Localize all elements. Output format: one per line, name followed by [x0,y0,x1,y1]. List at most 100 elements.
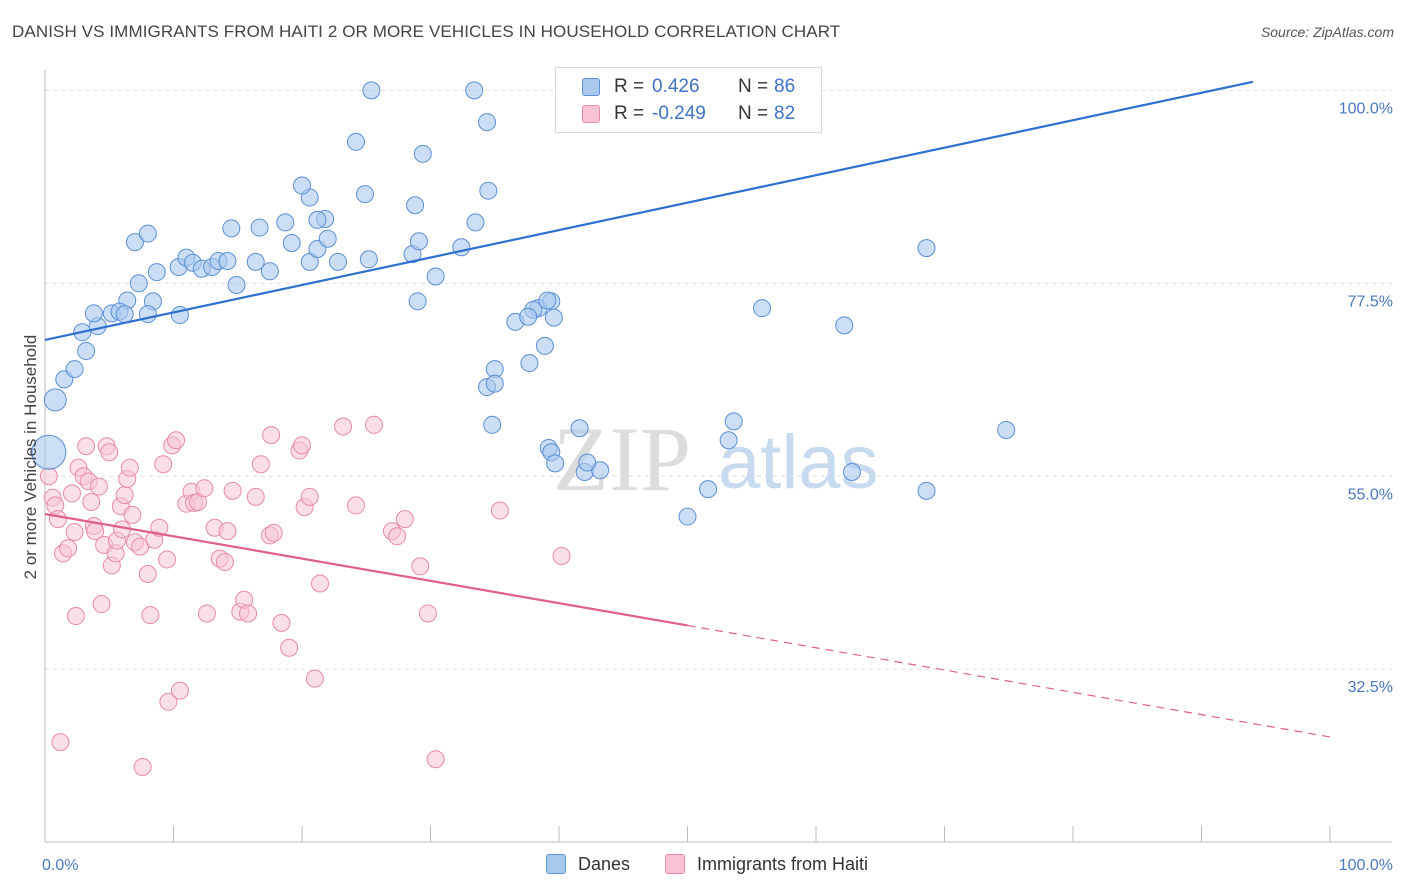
source-attribution: Source: ZipAtlas.com [1260,24,1394,40]
danes-n-label: N = [738,76,769,97]
haiti-point [82,492,101,511]
danes-point [835,316,854,335]
danes-point [483,415,502,434]
danes-point [77,342,96,361]
danes-point [753,299,772,318]
danes-point [218,252,237,271]
danes-point [84,304,103,323]
haiti-point [215,553,234,572]
haiti-points [39,415,571,776]
chart-title: DANISH VS IMMIGRANTS FROM HAITI 2 OR MOR… [12,22,841,41]
correlation-legend: R = 0.426 N = 86 R = -0.249 N = 82 [555,67,822,133]
haiti-point [418,604,437,623]
danes-point [917,239,936,258]
haiti-trend-extension [687,624,1331,738]
bottom-danes-swatch [546,854,566,874]
danes-point [227,276,246,295]
danes-point [917,481,936,500]
danes-r-label: R = [614,76,645,97]
bottom-haiti-label: Immigrants from Haiti [697,853,869,874]
haiti-point [300,487,319,506]
danes-point [678,507,697,526]
danes-point [250,218,269,237]
danes-point [43,388,67,412]
haiti-point [133,757,152,776]
danes-point [426,267,445,286]
danes-point [842,462,861,481]
haiti-point [141,606,160,625]
trend-lines [44,80,1331,738]
bottom-danes-label: Danes [578,853,631,874]
haiti-point [123,505,142,524]
legend-row-danes: R = 0.426 N = 86 [582,74,795,100]
danes-point [65,360,84,379]
danes-point [282,234,301,253]
danes-point [719,431,738,450]
haiti-point [89,477,108,496]
danes-point [31,434,67,470]
danes-point [115,305,134,324]
haiti-point [293,436,311,455]
haiti-n-value: 82 [774,103,796,124]
x-tick-label-max: 100.0% [1339,857,1393,874]
haiti-point [364,415,383,434]
danes-point [478,113,497,132]
danes-point [519,307,538,326]
haiti-point [223,481,242,500]
haiti-point [92,595,111,614]
haiti-point [195,479,214,498]
danes-point [362,81,381,100]
danes-point [308,210,327,229]
danes-point [246,252,265,271]
y-tick-label: 77.5% [1348,293,1393,310]
haiti-point [170,681,189,700]
haiti-r-label: R = [614,103,645,124]
haiti-point [115,486,134,505]
danes-point [346,132,365,151]
haiti-point [65,522,84,541]
haiti-point [280,638,299,657]
danes-point [125,233,144,252]
bottom-legend-haiti: Immigrants from Haiti [665,852,868,876]
y-axis-label: 2 or more Vehicles in Household [21,335,40,580]
danes-point [318,229,337,248]
bottom-legend-danes: Danes [546,852,630,876]
haiti-point [388,527,407,546]
danes-point [147,263,166,282]
haiti-point [239,604,258,623]
haiti-point [305,669,324,688]
haiti-point [51,733,70,752]
danes-point [535,336,554,355]
danes-point [222,219,241,238]
haiti-point [167,431,186,450]
haiti-point [334,417,353,436]
danes-point [544,308,563,327]
danes-point [546,454,565,473]
danes-point [260,262,279,281]
danes-swatch [582,78,600,96]
danes-point [276,213,295,232]
haiti-point [310,574,329,593]
y-tick-label: 32.5% [1348,679,1393,696]
danes-r-value: 0.426 [652,76,700,97]
haiti-point [246,487,265,506]
zipatlas-watermark: ZIP atlas [553,408,879,510]
haiti-point [426,750,445,769]
haiti-point [197,604,216,623]
danes-points [31,81,1016,526]
watermark-atlas: atlas [718,420,879,505]
danes-point [520,354,539,373]
haiti-point [251,455,270,474]
haiti-point [552,547,571,566]
danes-point [413,144,432,163]
haiti-r-value: -0.249 [652,103,706,124]
haiti-point [395,510,414,529]
danes-point [359,250,378,269]
haiti-point [120,458,139,477]
haiti-point [62,484,81,503]
haiti-point [77,437,96,456]
haiti-point [264,523,283,542]
danes-point [578,453,597,472]
danes-point [406,196,425,215]
danes-point [538,291,557,310]
